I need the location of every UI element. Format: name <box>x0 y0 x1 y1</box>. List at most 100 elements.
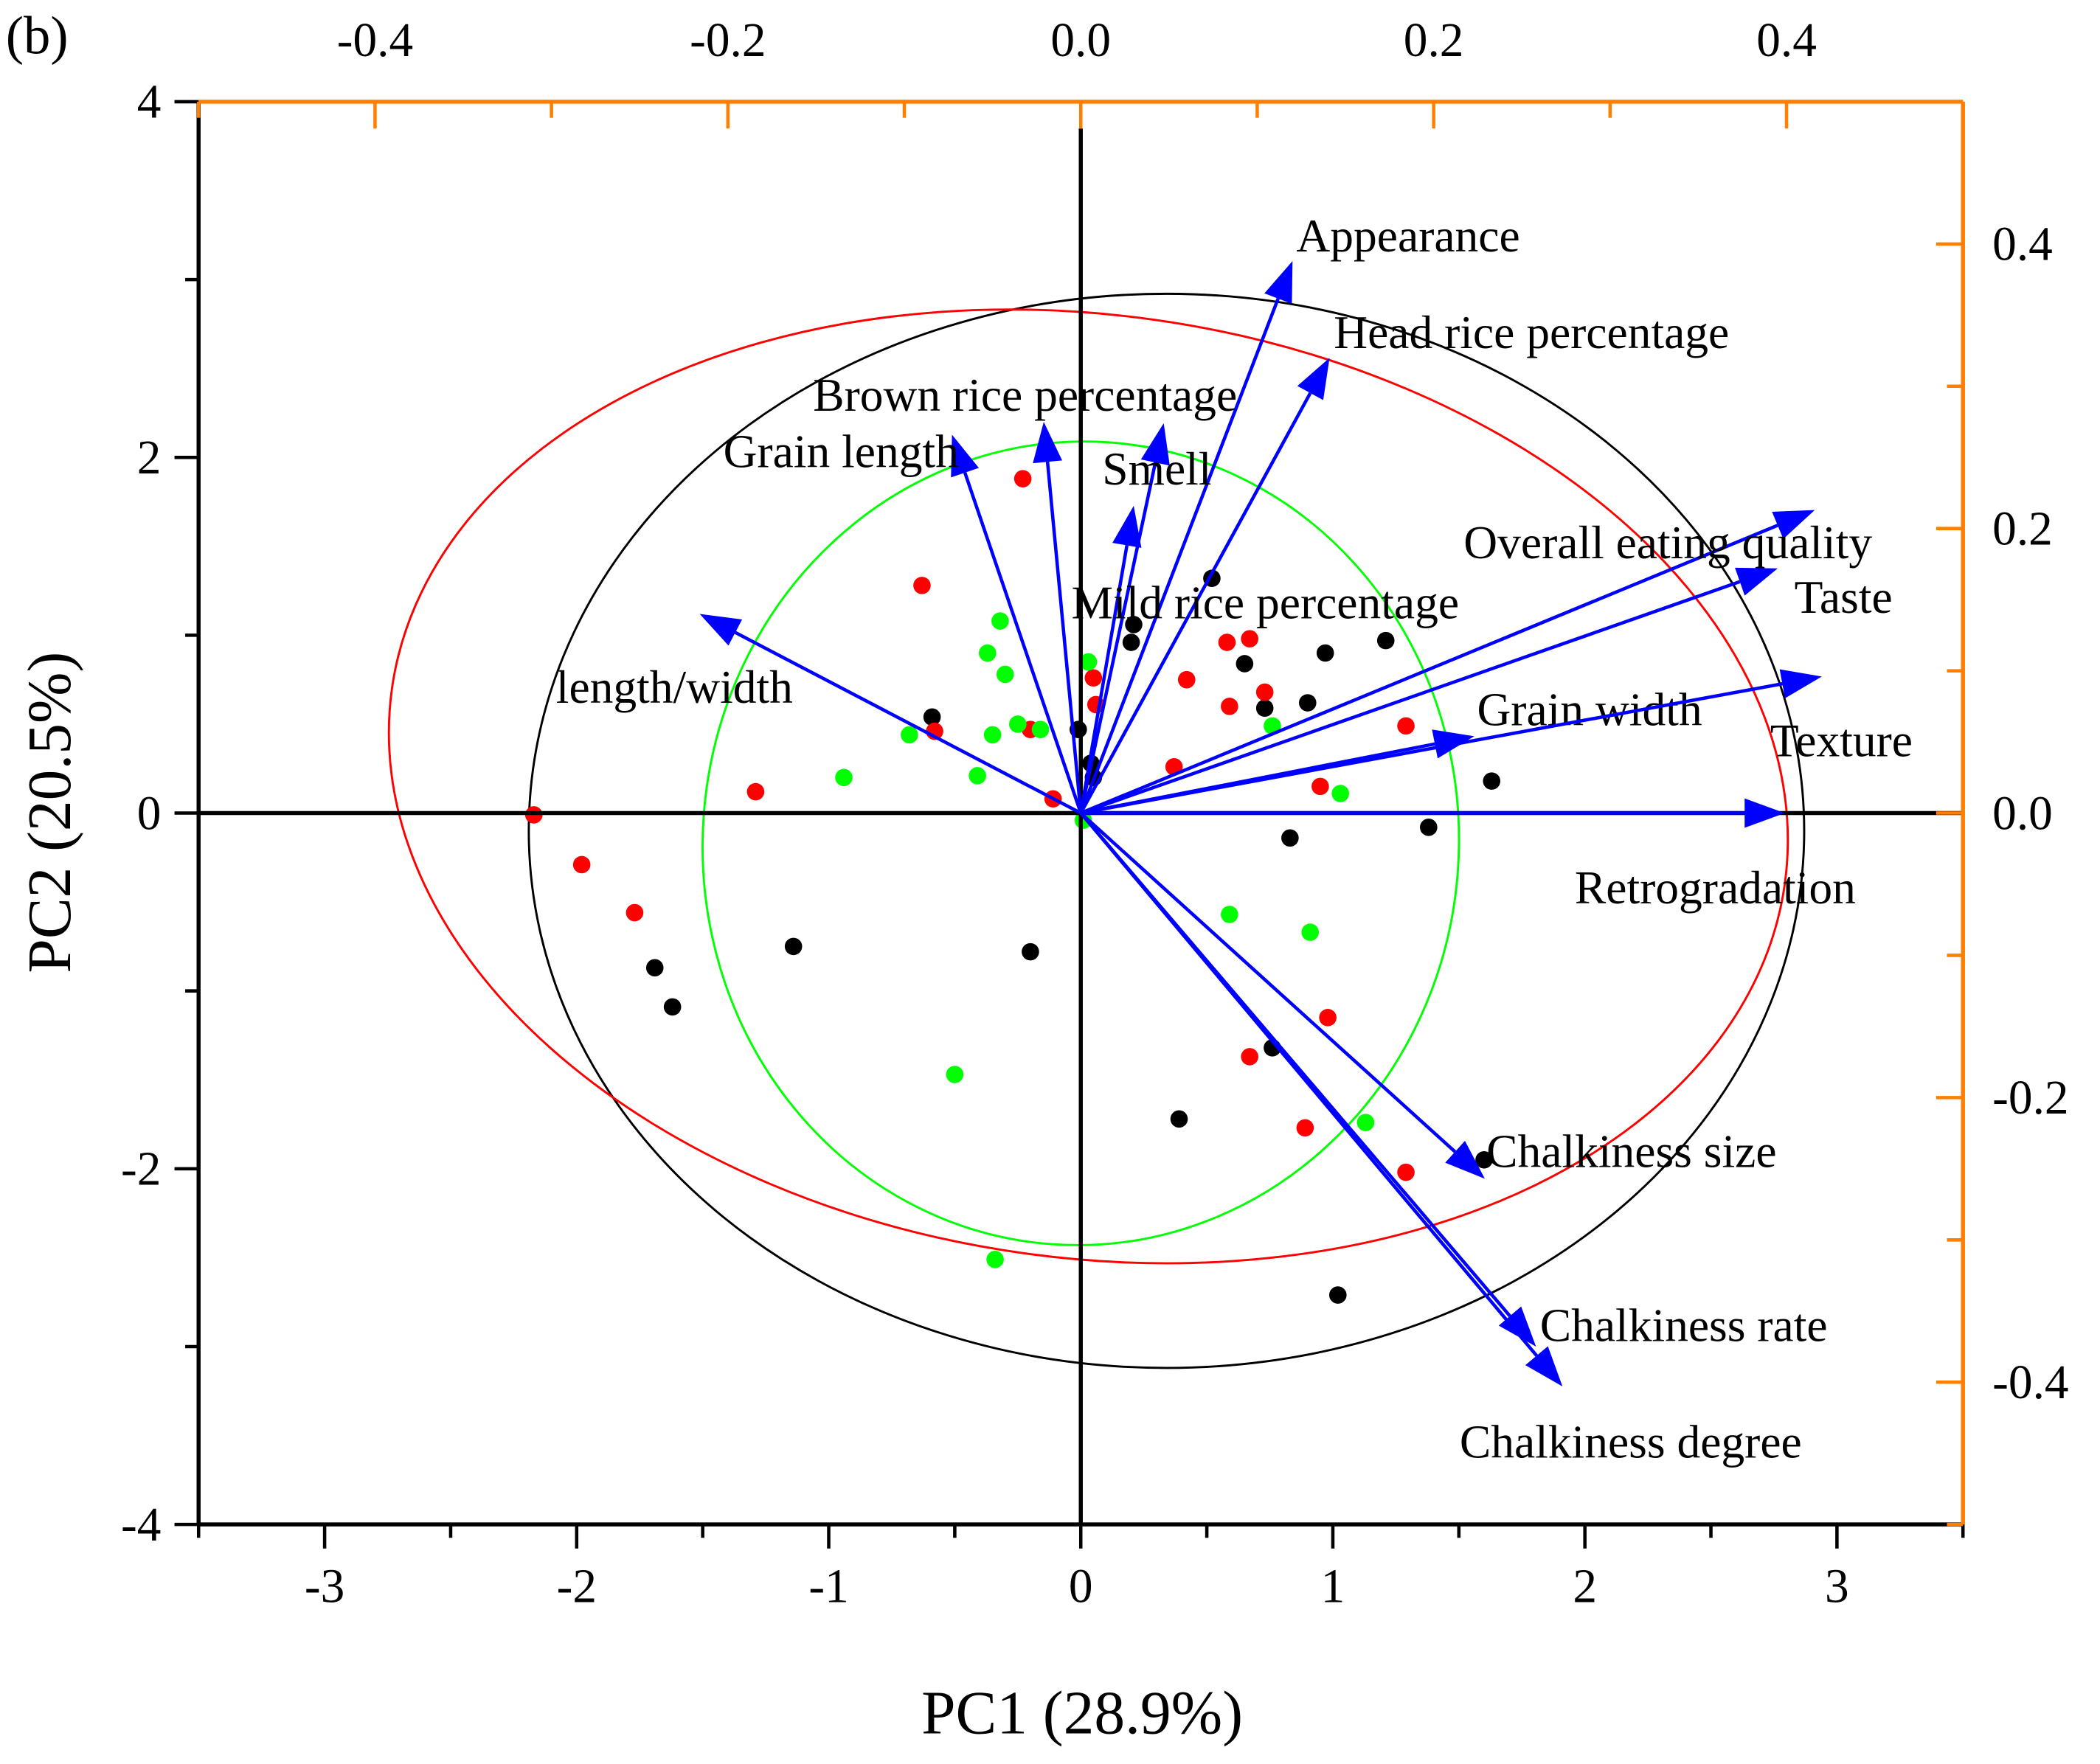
y-tick-label: 4 <box>137 76 162 129</box>
score-point <box>979 644 997 662</box>
x-tick-label: 0 <box>1069 1560 1093 1613</box>
loading-label: Chalkiness rate <box>1540 1299 1828 1352</box>
score-point <box>1356 1114 1375 1131</box>
x-tick-label: -3 <box>305 1560 344 1613</box>
score-point <box>1376 631 1395 650</box>
loading-arrow-line <box>1080 524 1778 815</box>
loading-arrowhead <box>1735 567 1778 596</box>
score-point <box>572 855 591 874</box>
right-tick-label: 0.0 <box>1992 787 2053 840</box>
score-point <box>1079 653 1098 671</box>
loading-arrowhead <box>1297 358 1330 400</box>
score-point <box>835 768 853 787</box>
loading-label: Grain width <box>1477 684 1702 736</box>
y-tick-label: -2 <box>121 1143 161 1196</box>
loading-label: Chalkiness size <box>1486 1125 1776 1178</box>
score-point <box>1316 644 1334 662</box>
score-point <box>901 726 918 744</box>
loading-label: Taste <box>1795 571 1893 623</box>
score-point <box>784 937 803 956</box>
score-point <box>1397 717 1415 735</box>
score-point <box>1475 1150 1493 1169</box>
score-point <box>1022 942 1039 961</box>
loading-label: Mild rice percentage <box>1072 576 1460 628</box>
score-point <box>1236 655 1254 673</box>
score-point <box>1255 683 1274 701</box>
loading-label: Appearance <box>1296 209 1519 262</box>
score-point <box>1397 1163 1415 1181</box>
loading-label: Head rice percentage <box>1334 306 1729 358</box>
right-tick-label: -0.2 <box>1992 1072 2068 1125</box>
loading-arrow-line <box>734 631 1082 815</box>
loading-arrowhead <box>1525 1346 1563 1387</box>
score-point <box>1084 669 1103 687</box>
loading-label: Smell <box>1102 442 1211 495</box>
loading-label: Chalkiness degree <box>1460 1415 1802 1468</box>
loading-arrowhead <box>1140 423 1170 466</box>
x-axis-title: PC1 (28.9%) <box>921 1679 1243 1747</box>
top-tick-label: -0.2 <box>690 14 766 67</box>
score-point <box>1241 630 1258 648</box>
score-point <box>1328 1286 1347 1304</box>
score-point <box>968 767 986 785</box>
top-tick-label: 0.4 <box>1756 14 1817 67</box>
y-tick-label: 2 <box>137 431 162 485</box>
loading-arrowhead <box>1112 505 1142 548</box>
loading-arrowhead <box>1498 1306 1536 1347</box>
loading-arrowhead <box>1033 422 1063 464</box>
score-point <box>996 665 1014 684</box>
score-point <box>1319 1009 1337 1027</box>
loading-arrow-line <box>963 472 1083 814</box>
confidence-ellipse <box>387 308 1789 1265</box>
score-point <box>1122 633 1140 651</box>
score-point <box>923 708 941 726</box>
score-point <box>1031 720 1050 738</box>
score-point <box>1420 819 1438 836</box>
loading-arrowhead <box>699 614 743 646</box>
loading-arrowhead <box>951 434 980 478</box>
score-point <box>1264 717 1281 735</box>
score-point <box>1255 699 1274 718</box>
loading-arrowhead <box>1744 798 1785 828</box>
score-point <box>1177 670 1196 689</box>
loading-arrowhead <box>1445 1141 1486 1179</box>
score-point <box>1281 829 1299 847</box>
loading-arrow-line <box>1079 545 1129 813</box>
score-point <box>1013 470 1032 487</box>
score-point <box>1221 906 1238 923</box>
y-tick-label: 0 <box>137 787 162 840</box>
score-point <box>663 998 682 1016</box>
top-tick-label: 0.2 <box>1404 14 1464 67</box>
score-point <box>1311 777 1329 796</box>
x-tick-label: -2 <box>557 1560 597 1613</box>
score-point <box>1296 1119 1314 1137</box>
x-tick-label: -1 <box>808 1560 848 1613</box>
x-tick-label: 2 <box>1573 1560 1597 1613</box>
score-point <box>746 782 765 801</box>
y-axis-title: PC2 (20.5%) <box>16 652 84 973</box>
score-point <box>913 577 931 594</box>
right-tick-label: 0.4 <box>1992 218 2053 271</box>
confidence-ellipse <box>701 440 1460 1246</box>
loading-arrow-line <box>1079 392 1312 814</box>
score-point <box>1125 616 1143 633</box>
loading-arrowhead <box>1264 261 1293 304</box>
score-point <box>1301 923 1319 941</box>
confidence-ellipse <box>527 292 1806 1369</box>
score-point <box>626 903 644 922</box>
y-tick-label: -4 <box>121 1499 161 1552</box>
loading-arrow-line <box>1079 811 1457 1153</box>
loading-label: Retrogradation <box>1575 861 1856 914</box>
top-tick-label: 0.0 <box>1050 14 1111 67</box>
panel-label: (b) <box>6 6 69 66</box>
right-tick-label: -0.4 <box>1992 1356 2068 1409</box>
loading-label: Texture <box>1770 714 1913 766</box>
loading-arrow-line <box>1045 461 1083 813</box>
loading-arrow-line <box>1079 462 1157 814</box>
score-point <box>1483 772 1501 790</box>
loading-label: Overall eating quality <box>1463 516 1872 569</box>
loading-arrow-line <box>1079 812 1538 1357</box>
score-point <box>1298 694 1317 712</box>
